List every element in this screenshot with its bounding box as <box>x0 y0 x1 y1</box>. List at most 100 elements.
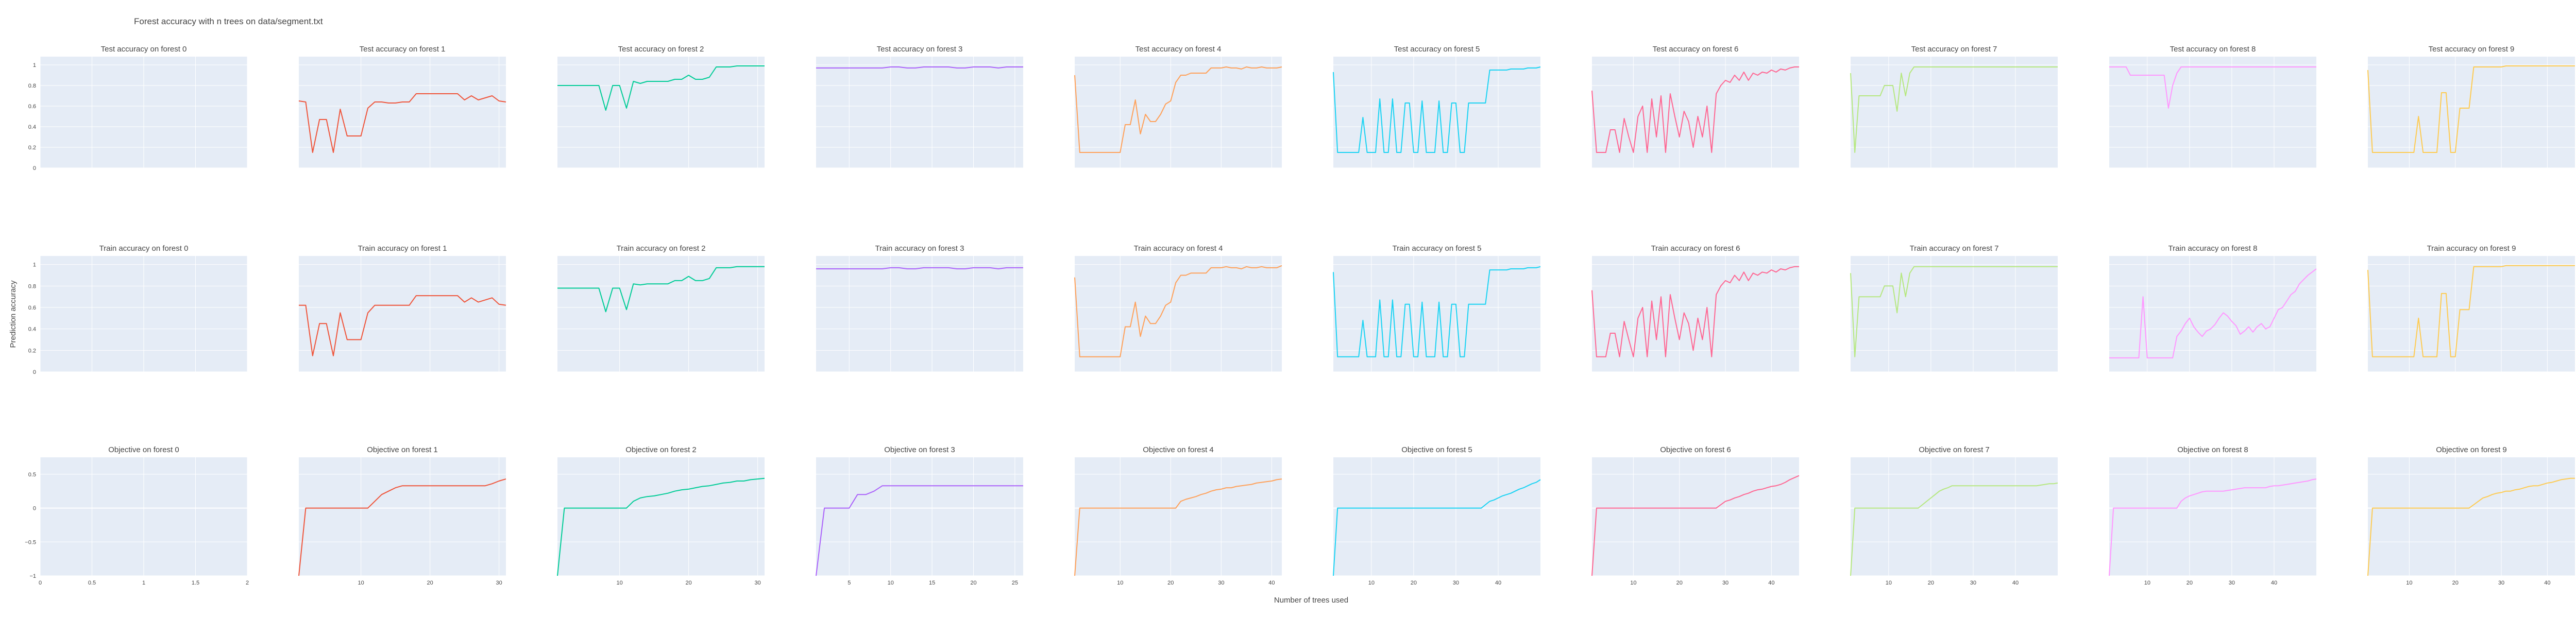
plot-area <box>1333 457 1540 576</box>
subplot-grid: 0 0.2 0.4 0.6 0.8 1 Test accuracy on forest 0 T… <box>25 45 2575 586</box>
x-tick-label: 20 <box>2452 580 2459 586</box>
x-tick-label: 1.5 <box>192 580 199 586</box>
subplot-title: Objective on forest 3 <box>884 445 955 454</box>
y-tick-label: 0.8 <box>28 83 36 89</box>
plot-area <box>2368 457 2575 576</box>
y-tick-label: 0 <box>33 506 36 512</box>
subplot-title: Test accuracy on forest 7 <box>1911 45 1997 54</box>
x-tick-label: 0.5 <box>88 580 96 586</box>
subplot-title: Test accuracy on forest 8 <box>2170 45 2256 54</box>
subplot-2-4: 10 20 30 40 Objective on forest 4 <box>1074 445 1282 586</box>
series-line <box>2367 265 2575 357</box>
series-line <box>816 485 1023 576</box>
subplot-2-1: 10 20 30 Objective on forest 1 <box>298 445 506 586</box>
series-line <box>1333 266 1541 357</box>
plot-area <box>2368 57 2575 168</box>
x-tick-label: 30 <box>754 580 760 586</box>
x-tick-label: 25 <box>1012 580 1018 586</box>
x-tick-label: 40 <box>2012 580 2019 586</box>
series-line <box>1850 66 2058 153</box>
plot-area <box>1592 256 1799 372</box>
x-tick-label: 1 <box>142 580 145 586</box>
series-line <box>1333 479 1541 576</box>
y-tick-label: −0.5 <box>25 539 36 545</box>
subplot-2-7: 10 20 30 40 Objective on forest 7 <box>1850 445 2058 586</box>
x-tick-label: 10 <box>616 580 622 586</box>
x-tick-label: 15 <box>929 580 935 586</box>
plot-area <box>1075 57 1282 168</box>
x-tick-label: 10 <box>1117 580 1123 586</box>
subplot-title: Train accuracy on forest 5 <box>1393 244 1482 253</box>
subplot-1-2: Train accuracy on forest 2 <box>557 244 765 372</box>
plot-area <box>1333 57 1540 168</box>
x-tick-label: 20 <box>1928 580 1934 586</box>
x-tick-label: 20 <box>970 580 976 586</box>
x-tick-label: 20 <box>2187 580 2193 586</box>
subplot-0-2: Test accuracy on forest 2 <box>557 45 765 168</box>
y-tick-label: 0 <box>33 369 36 375</box>
plot-area <box>2109 256 2316 372</box>
series-line <box>557 477 765 576</box>
subplot-2-9: 10 20 30 40 Objective on forest 9 <box>2367 445 2575 586</box>
x-tick-label: 10 <box>1886 580 1892 586</box>
subplot-title: Objective on forest 6 <box>1660 445 1731 454</box>
series-line <box>816 66 1023 68</box>
subplot-title: Test accuracy on forest 6 <box>1653 45 1739 54</box>
subplot-1-3: Train accuracy on forest 3 <box>816 244 1023 372</box>
subplot-title: Train accuracy on forest 1 <box>358 244 447 253</box>
x-tick-label: 2 <box>246 580 249 586</box>
y-axis-label: Prediction accuracy <box>9 280 18 348</box>
y-tick-label: 0.5 <box>28 472 36 478</box>
x-tick-label: 20 <box>427 580 433 586</box>
plot-area <box>2368 256 2575 372</box>
subplot-title: Objective on forest 4 <box>1143 445 1214 454</box>
subplot-1-0: 0 0.2 0.4 0.6 0.8 1 Train accuracy on forest 0 <box>28 244 248 375</box>
subplot-title: Objective on forest 5 <box>1401 445 1472 454</box>
subplot-1-7: Train accuracy on forest 7 <box>1850 244 2058 372</box>
subplot-0-5: Test accuracy on forest 5 <box>1333 45 1541 168</box>
series-line <box>1591 475 1800 576</box>
subplot-title: Objective on forest 2 <box>625 445 697 454</box>
subplot-0-1: Test accuracy on forest 1 <box>298 45 506 168</box>
series-line <box>1074 265 1282 357</box>
x-tick-label: 20 <box>685 580 691 586</box>
subplot-title: Test accuracy on forest 2 <box>618 45 704 54</box>
x-tick-label: 10 <box>2144 580 2150 586</box>
x-tick-label: 10 <box>358 580 364 586</box>
subplot-0-6: Test accuracy on forest 6 <box>1591 45 1799 168</box>
plot-area <box>816 57 1023 168</box>
y-tick-label: 0.2 <box>28 145 36 151</box>
series-line <box>1074 66 1282 153</box>
subplot-title: Test accuracy on forest 1 <box>360 45 446 54</box>
plot-area <box>557 256 765 372</box>
series-line <box>1850 482 2058 576</box>
plot-area <box>1333 256 1540 372</box>
plot-area <box>816 256 1023 372</box>
plot-area <box>2109 457 2316 576</box>
y-tick-label: 1 <box>33 262 36 268</box>
subplot-title: Objective on forest 0 <box>108 445 179 454</box>
series-line <box>2109 268 2317 358</box>
x-tick-label: 5 <box>848 580 851 586</box>
subplot-title: Test accuracy on forest 4 <box>1136 45 1222 54</box>
y-tick-label: −1 <box>29 573 36 579</box>
x-tick-label: 30 <box>1722 580 1728 586</box>
series-line <box>557 266 765 313</box>
x-axis-label: Number of trees used <box>1274 596 1348 605</box>
plot-area <box>2109 57 2316 168</box>
plot-area <box>1075 256 1282 372</box>
subplot-1-9: Train accuracy on forest 9 <box>2367 244 2575 372</box>
y-tick-label: 0.8 <box>28 283 36 289</box>
series-line <box>2109 478 2317 576</box>
plot-area <box>557 57 765 168</box>
x-tick-label: 20 <box>1411 580 1417 586</box>
subplot-2-8: 10 20 30 40 Objective on forest 8 <box>2109 445 2317 586</box>
subplot-title: Train accuracy on forest 8 <box>2168 244 2258 253</box>
x-tick-label: 40 <box>2544 580 2550 586</box>
subplot-title: Objective on forest 9 <box>2436 445 2507 454</box>
y-tick-label: 0.4 <box>28 124 36 130</box>
plot-area <box>1851 57 2058 168</box>
subplot-0-3: Test accuracy on forest 3 <box>816 45 1023 168</box>
series-line <box>298 93 506 153</box>
figure-title: Forest accuracy with n trees on data/seg… <box>134 16 323 26</box>
